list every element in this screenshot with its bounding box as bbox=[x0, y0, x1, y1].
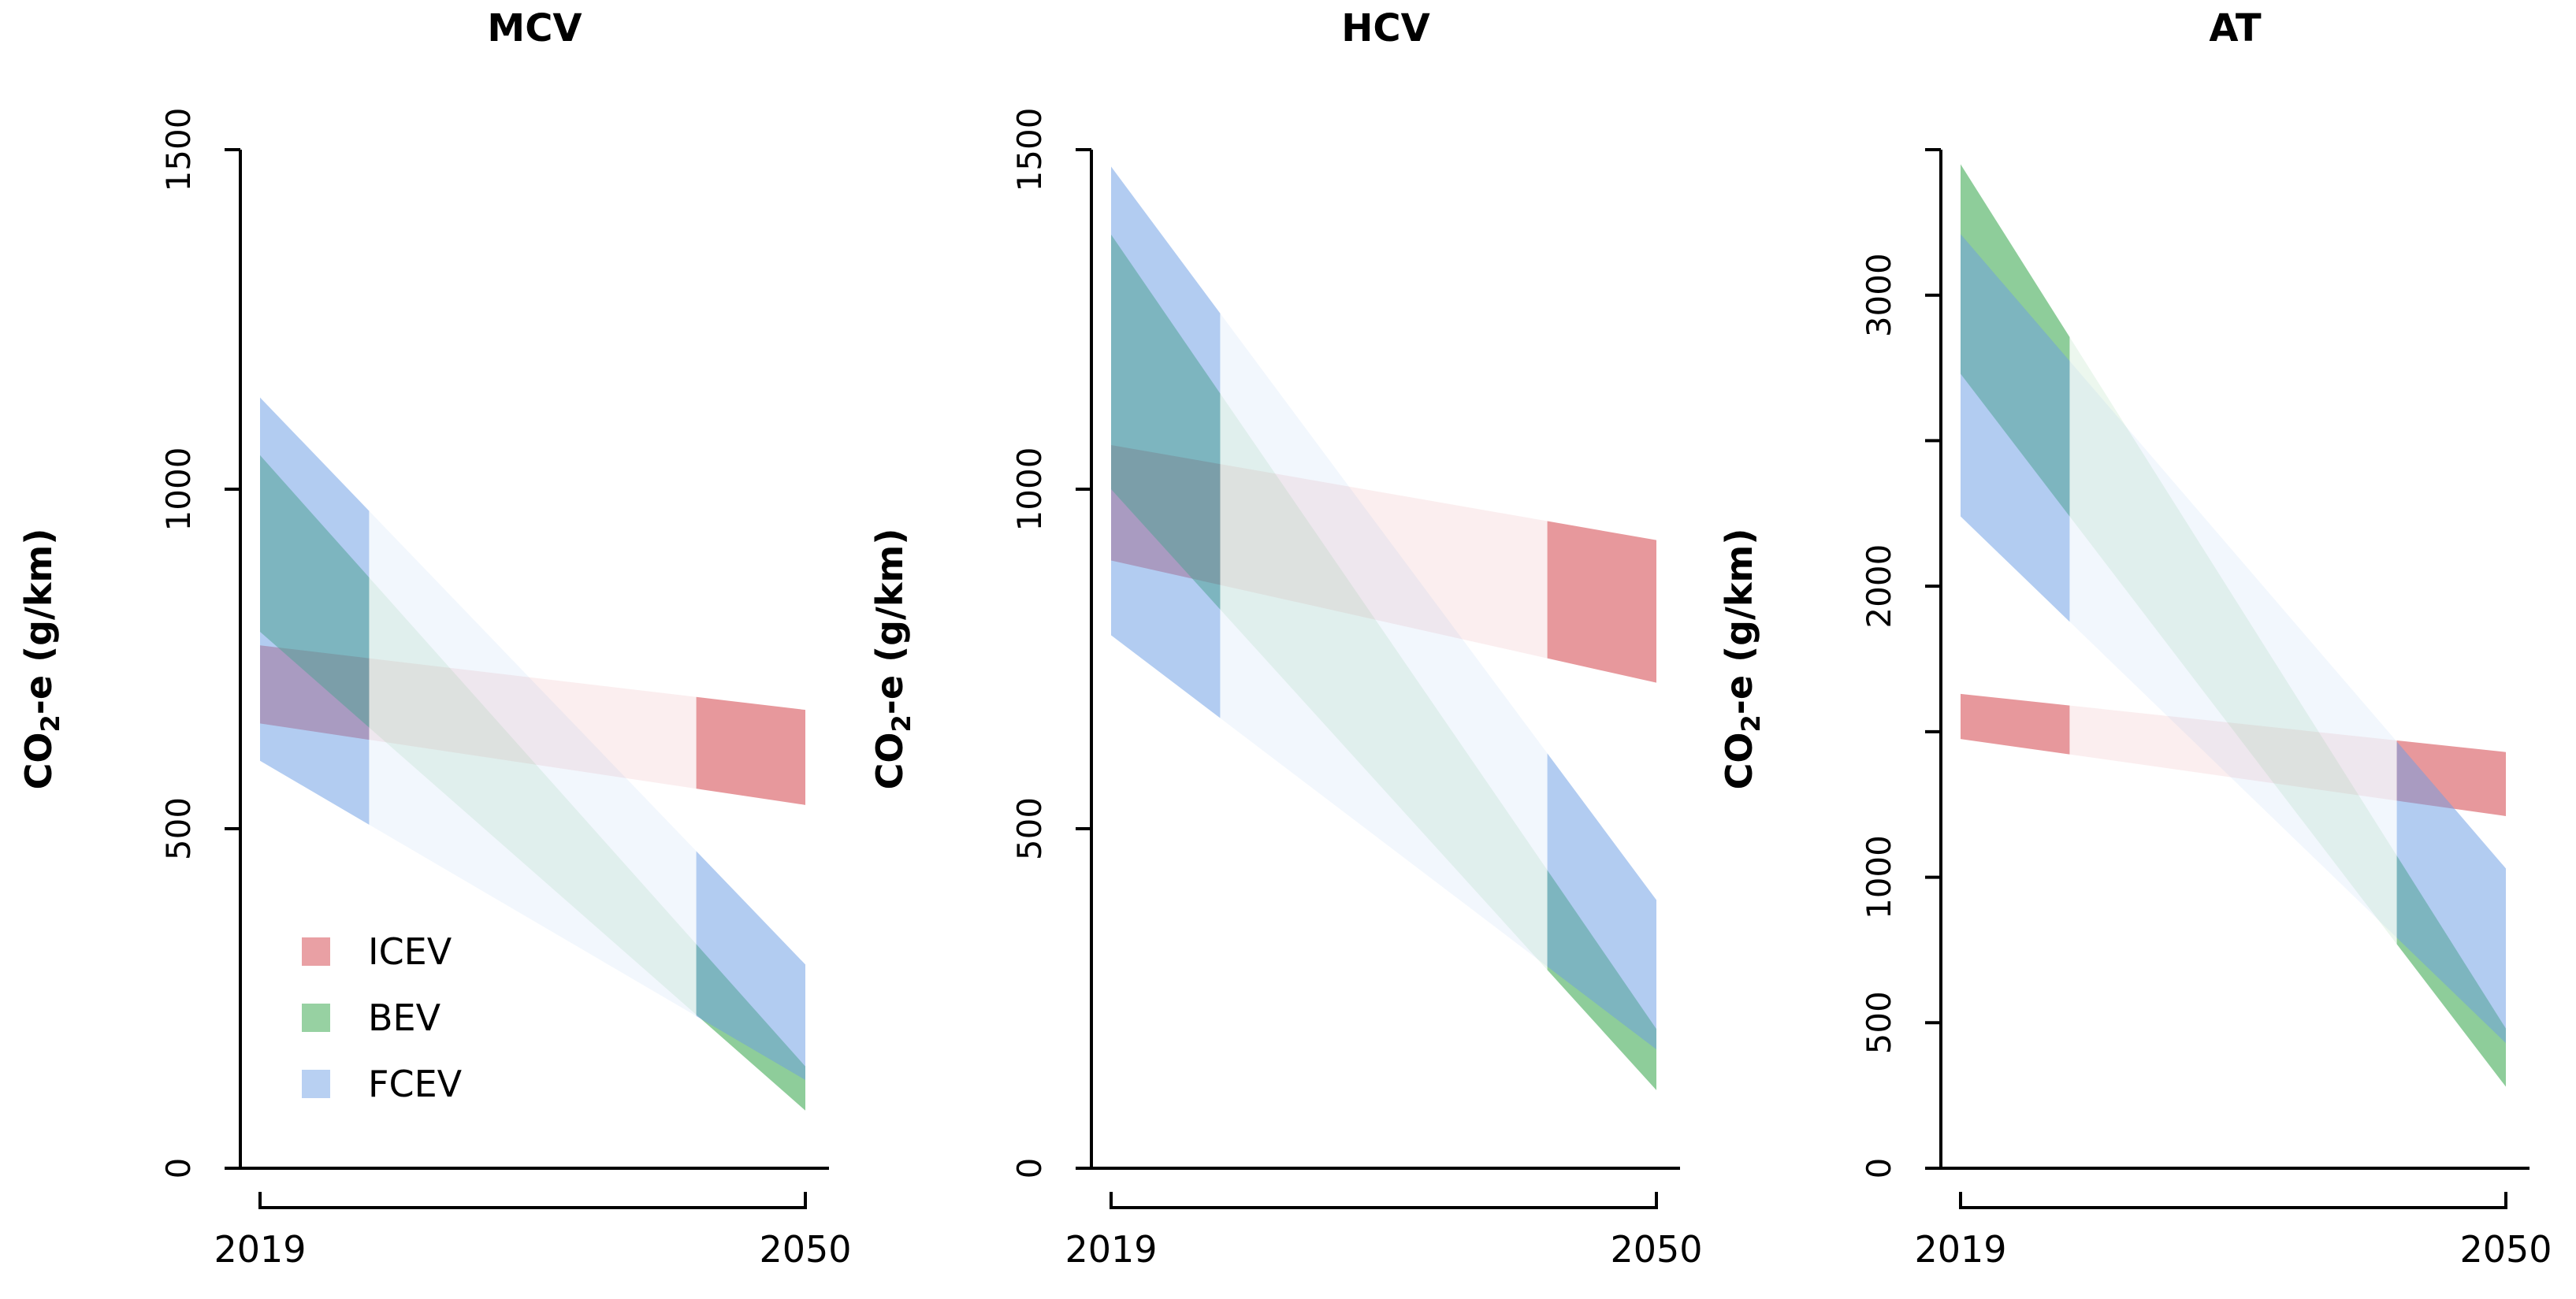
band-MCV-ICEV-solid-right bbox=[696, 696, 805, 805]
panel-title-AT: AT bbox=[2209, 6, 2261, 50]
x-label-MCV-2050: 2050 bbox=[759, 1228, 851, 1271]
x-label-AT-2050: 2050 bbox=[2459, 1228, 2552, 1271]
band-AT-ICEV-solid-left bbox=[1961, 693, 2070, 755]
x-label-HCV-2050: 2050 bbox=[1610, 1228, 1702, 1271]
panel-title-HCV: HCV bbox=[1341, 6, 1430, 50]
y-tick-label-HCV-500: 500 bbox=[1010, 797, 1049, 860]
x-label-MCV-2019: 2019 bbox=[214, 1228, 306, 1271]
y-tick-label-HCV-1500: 1500 bbox=[1010, 108, 1049, 192]
panel-title-MCV: MCV bbox=[487, 6, 582, 50]
y-tick-label-AT-500: 500 bbox=[1860, 991, 1898, 1054]
y-tick-label-MCV-500: 500 bbox=[159, 797, 198, 860]
band-HCV-FCEV-solid-right bbox=[1547, 753, 1656, 1050]
legend-swatch-FCEV bbox=[302, 1070, 330, 1098]
y-tick-label-MCV-1000: 1000 bbox=[159, 447, 198, 532]
y-axis-title-MCV: CO2-e (g/km) bbox=[17, 529, 65, 790]
band-MCV-FCEV-solid-left bbox=[260, 397, 370, 825]
band-AT-FCEV-faint bbox=[1961, 234, 2506, 1044]
y-tick-label-AT-3000: 3000 bbox=[1860, 253, 1898, 337]
y-tick-label-HCV-1000: 1000 bbox=[1010, 447, 1049, 532]
band-HCV-ICEV-solid-right bbox=[1547, 521, 1656, 683]
band-AT-BEV-faint bbox=[1961, 164, 2506, 1087]
band-HCV-FCEV-solid-left bbox=[1111, 166, 1221, 718]
x-label-HCV-2019: 2019 bbox=[1065, 1228, 1157, 1271]
band-MCV-FCEV-solid-right bbox=[696, 851, 805, 1080]
y-tick-label-MCV-1500: 1500 bbox=[159, 108, 198, 192]
legend-label-ICEV: ICEV bbox=[368, 930, 452, 973]
y-axis-title-HCV: CO2-e (g/km) bbox=[868, 529, 916, 790]
band-HCV-ICEV-faint bbox=[1111, 444, 1656, 683]
x-axis-bracket-MCV bbox=[258, 1192, 807, 1209]
y-tick-label-HCV-0: 0 bbox=[1010, 1158, 1049, 1179]
band-AT-FCEV-solid-left bbox=[1961, 234, 2070, 622]
band-AT-FCEV-solid-right bbox=[2396, 741, 2506, 1044]
band-MCV-FCEV-faint bbox=[260, 397, 805, 1080]
y-tick-label-MCV-0: 0 bbox=[159, 1158, 198, 1179]
legend-swatch-BEV bbox=[302, 1004, 330, 1032]
band-MCV-BEV-faint bbox=[260, 455, 805, 1111]
band-AT-ICEV-faint bbox=[1961, 693, 2506, 816]
band-HCV-FCEV-faint bbox=[1111, 166, 1656, 1050]
y-axis-title-AT: CO2-e (g/km) bbox=[1718, 529, 1766, 790]
y-tick-label-AT-1000: 1000 bbox=[1860, 835, 1898, 919]
y-tick-label-AT-2000: 2000 bbox=[1860, 544, 1898, 629]
x-axis-bracket-AT bbox=[1959, 1192, 2507, 1209]
band-MCV-ICEV-faint bbox=[260, 645, 805, 805]
legend-swatch-ICEV bbox=[302, 937, 330, 966]
y-tick-label-AT-0: 0 bbox=[1860, 1158, 1898, 1179]
legend-label-FCEV: FCEV bbox=[368, 1063, 463, 1105]
legend-label-BEV: BEV bbox=[368, 997, 441, 1039]
x-label-AT-2019: 2019 bbox=[1914, 1228, 2006, 1271]
band-HCV-BEV-faint bbox=[1111, 234, 1656, 1090]
x-axis-bracket-HCV bbox=[1110, 1192, 1658, 1209]
